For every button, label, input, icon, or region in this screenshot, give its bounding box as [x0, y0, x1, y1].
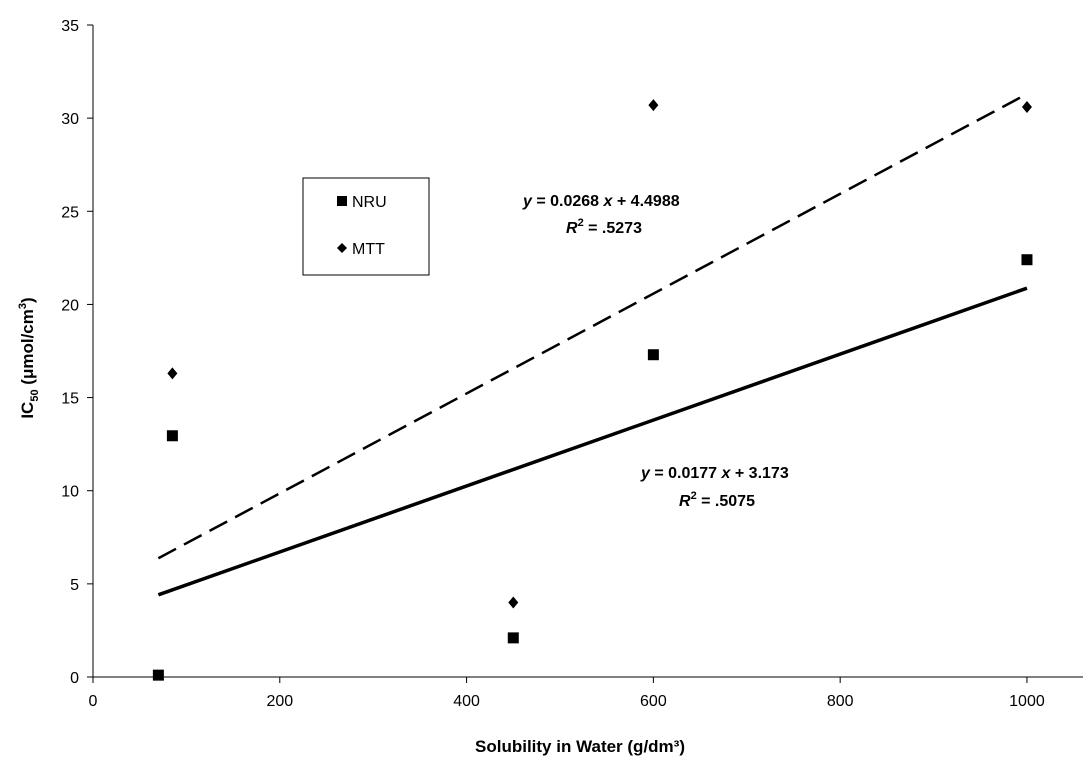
legend-mtt-marker — [337, 243, 347, 253]
data-points — [152, 99, 1033, 681]
nru-r-squared: R2 = .5075 — [679, 490, 755, 510]
trendlines — [157, 92, 1028, 597]
nru-point — [647, 349, 659, 361]
y-tick-label: 30 — [61, 111, 79, 128]
legend: NRU MTT — [302, 177, 430, 276]
legend-nru-label: NRU — [352, 194, 387, 211]
y-tick-label: 20 — [61, 297, 79, 314]
x-tick-label: 600 — [640, 693, 667, 710]
mtt-point — [508, 596, 519, 609]
axes — [87, 24, 1083, 683]
nru-point — [507, 632, 519, 644]
nru-point — [1021, 254, 1033, 266]
y-axis-title: IC50 (μmol/cm3) — [17, 297, 41, 418]
y-tick-label: 10 — [61, 484, 79, 501]
nru-trendline — [157, 286, 1028, 597]
y-tick-label: 35 — [61, 18, 79, 35]
mtt-point — [167, 367, 178, 380]
x-tick-label: 400 — [453, 693, 480, 710]
y-tick-label: 15 — [61, 391, 79, 408]
mtt-trendline — [157, 92, 1028, 560]
nru-equation: y = 0.0177 x + 3.173 — [640, 465, 789, 482]
mtt-point — [648, 99, 659, 112]
mtt-equation: y = 0.0268 x + 4.4988 — [522, 193, 680, 210]
y-tick-label: 0 — [70, 670, 79, 687]
x-tick-label: 200 — [266, 693, 293, 710]
legend-box — [302, 177, 430, 276]
mtt-r-squared: R2 = .5273 — [566, 217, 642, 237]
x-axis-title: Solubility in Water (g/dm³) — [475, 737, 685, 756]
x-tick-label: 800 — [827, 693, 854, 710]
legend-mtt-label: MTT — [352, 241, 385, 258]
y-tick-label: 25 — [61, 204, 79, 221]
tick-labels: 0 5 10 15 20 25 30 35 0 200 400 600 800 1000 — [61, 18, 1045, 710]
legend-nru-marker — [337, 196, 347, 206]
x-tick-label: 1000 — [1009, 693, 1045, 710]
y-tick-label: 5 — [70, 577, 79, 594]
nru-point — [166, 430, 178, 442]
nru-point — [152, 669, 164, 681]
x-tick-label: 0 — [89, 693, 98, 710]
mtt-point — [1021, 100, 1032, 113]
